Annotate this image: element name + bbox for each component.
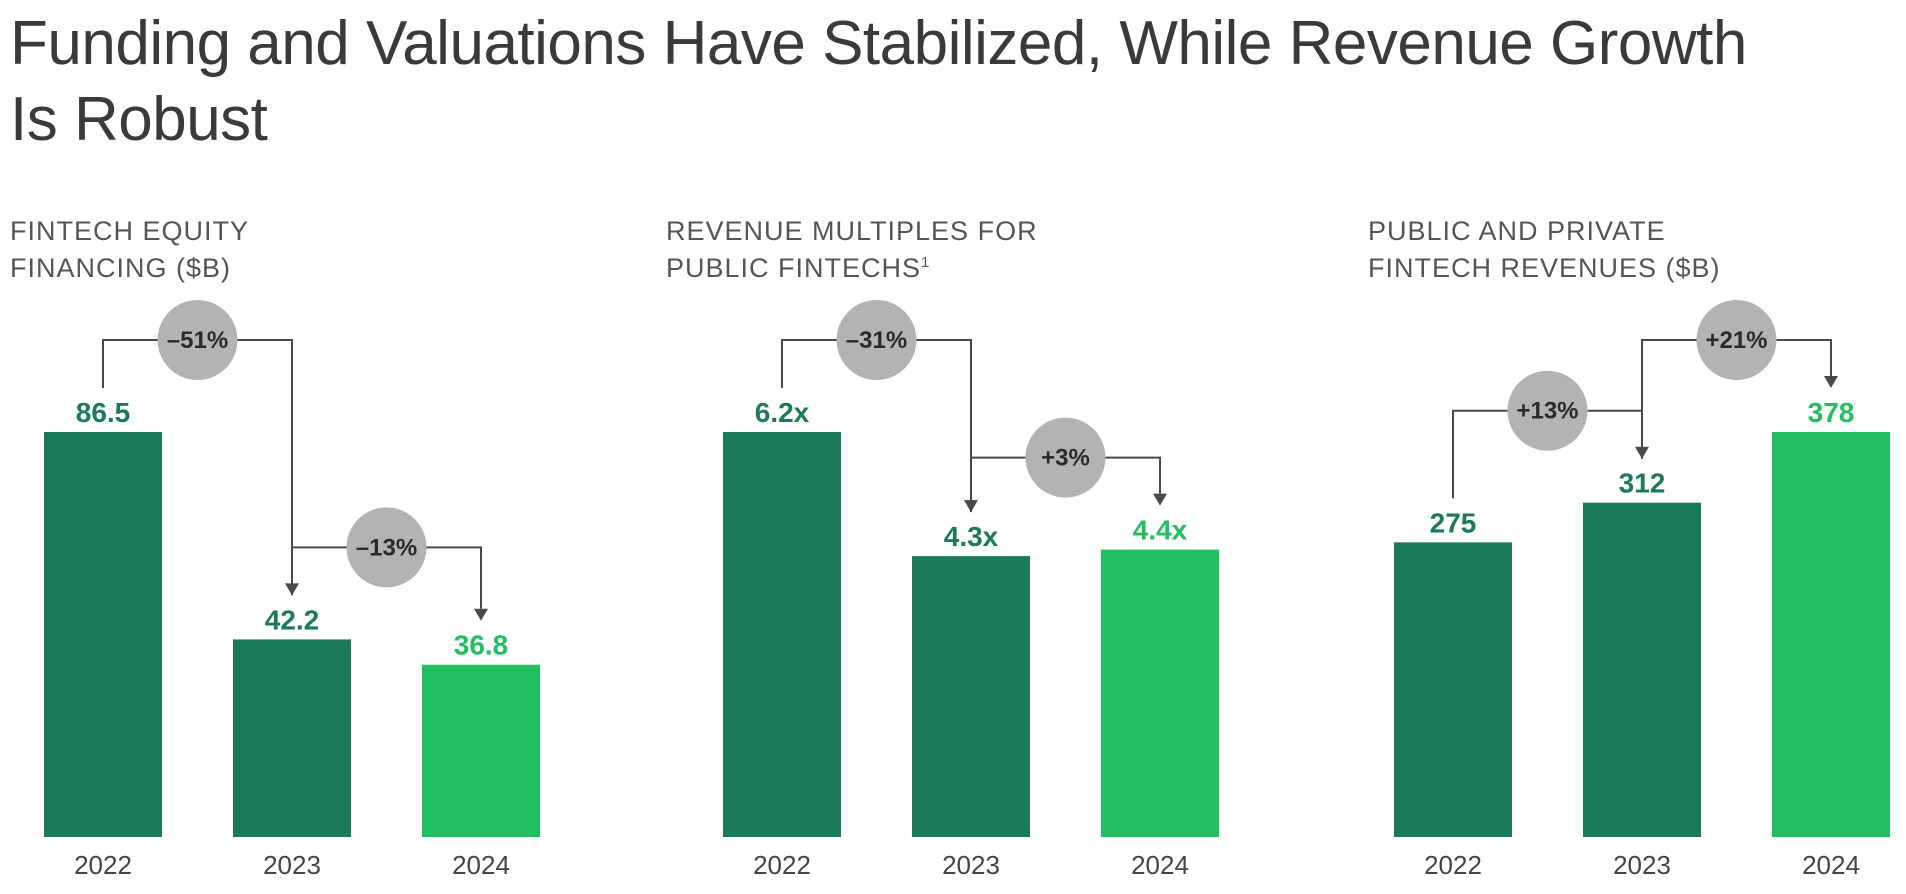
x-tick-label: 2023 [1613, 850, 1671, 880]
chart-title-line: FINTECH EQUITY [10, 216, 249, 246]
page-title: Funding and Valuations Have Stabilized, … [10, 9, 1747, 154]
change-bubble [1507, 370, 1588, 451]
change-label: –31% [846, 327, 907, 354]
change-bubble [346, 507, 427, 588]
x-tick-label: 2022 [74, 850, 132, 880]
x-tick-label: 2024 [1131, 850, 1189, 880]
value-label: 86.5 [76, 397, 131, 428]
arrowhead [474, 608, 488, 621]
change-connector: –31% [781, 300, 978, 513]
change-connector: +21% [1641, 300, 1838, 459]
change-bubble [1025, 417, 1106, 498]
value-label: 312 [1619, 468, 1666, 499]
x-tick-label: 2024 [452, 850, 510, 880]
value-label: 275 [1430, 507, 1477, 538]
change-bubble [1696, 300, 1777, 380]
x-tick-label: 2022 [1424, 850, 1482, 880]
bar [723, 432, 841, 837]
change-label: –51% [167, 327, 228, 354]
change-connector: –51% [102, 300, 299, 596]
value-label: 4.4x [1133, 515, 1188, 546]
bar [1394, 542, 1512, 837]
x-tick-label: 2024 [1802, 850, 1860, 880]
bar [1101, 549, 1219, 837]
chart-title-line: FINANCING ($B) [10, 253, 231, 283]
chart-3: PUBLIC AND PRIVATE FINTECH REVENUES ($B) 2… [1368, 216, 1890, 880]
change-bubble [157, 300, 238, 380]
x-tick-label: 2023 [263, 850, 321, 880]
change-connector: +13% [1452, 370, 1649, 499]
x-tick-label: 2022 [753, 850, 811, 880]
value-label: 36.8 [454, 630, 509, 661]
arrowhead [1824, 376, 1838, 388]
chart-title-line: FINTECH REVENUES ($B) [1368, 253, 1721, 283]
chart-title-line: PUBLIC FINTECHS1 [666, 253, 930, 283]
change-label: +21% [1705, 327, 1767, 354]
change-connector: –13% [291, 507, 488, 621]
chart-title-line: REVENUE MULTIPLES FOR [666, 216, 1038, 246]
change-label: +13% [1516, 398, 1578, 425]
change-label: +3% [1041, 445, 1090, 472]
chart-1: FINTECH EQUITY FINANCING ($B) 86.5 2022 42.2… [10, 216, 540, 880]
bar [422, 664, 540, 837]
value-label: 4.3x [944, 521, 999, 552]
value-label: 42.2 [265, 604, 320, 635]
bar [44, 432, 162, 837]
bar [912, 556, 1030, 837]
change-bubble [836, 300, 917, 380]
footnote-marker: 1 [921, 254, 930, 271]
value-label: 6.2x [755, 397, 810, 428]
x-tick-label: 2023 [942, 850, 1000, 880]
change-connector: +3% [970, 417, 1167, 513]
value-label: 378 [1808, 397, 1855, 428]
change-label: –13% [356, 534, 417, 561]
bar [233, 639, 351, 837]
chart-title-line: PUBLIC AND PRIVATE [1368, 216, 1666, 246]
chart-2: REVENUE MULTIPLES FOR PUBLIC FINTECHS1 6.2… [666, 216, 1219, 880]
arrowhead [1153, 493, 1167, 506]
bar [1583, 502, 1701, 837]
bar [1772, 432, 1890, 837]
